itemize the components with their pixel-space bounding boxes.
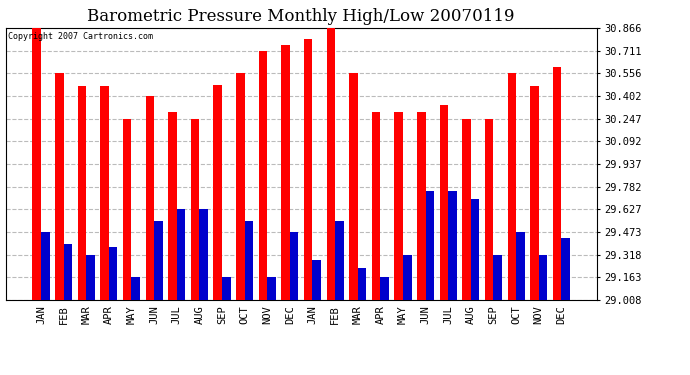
Bar	[55, 74, 63, 300]
Bar	[539, 255, 547, 300]
Bar	[267, 278, 276, 300]
Bar	[146, 96, 154, 300]
Bar	[78, 86, 86, 300]
Bar	[516, 232, 524, 300]
Bar	[471, 200, 480, 300]
Bar	[562, 238, 570, 300]
Bar	[32, 28, 41, 300]
Bar	[213, 85, 222, 300]
Bar	[485, 119, 493, 300]
Bar	[493, 255, 502, 300]
Text: Copyright 2007 Cartronics.com: Copyright 2007 Cartronics.com	[8, 32, 153, 41]
Bar	[199, 209, 208, 300]
Bar	[86, 255, 95, 300]
Bar	[132, 278, 140, 300]
Bar	[426, 191, 434, 300]
Bar	[553, 67, 562, 300]
Bar	[123, 119, 132, 300]
Bar	[282, 45, 290, 300]
Bar	[236, 74, 245, 300]
Bar	[530, 86, 539, 300]
Bar	[462, 119, 471, 300]
Bar	[190, 119, 199, 300]
Bar	[109, 247, 117, 300]
Bar	[168, 112, 177, 300]
Bar	[448, 191, 457, 300]
Bar	[403, 255, 412, 300]
Bar	[259, 51, 267, 300]
Title: Barometric Pressure Monthly High/Low 20070119: Barometric Pressure Monthly High/Low 200…	[88, 8, 515, 25]
Bar	[177, 209, 186, 300]
Bar	[380, 278, 389, 300]
Bar	[508, 74, 516, 300]
Bar	[290, 232, 299, 300]
Bar	[313, 260, 321, 300]
Bar	[222, 278, 230, 300]
Bar	[245, 221, 253, 300]
Bar	[440, 105, 449, 300]
Bar	[63, 244, 72, 300]
Bar	[349, 74, 357, 300]
Bar	[326, 28, 335, 300]
Bar	[372, 112, 380, 300]
Bar	[395, 112, 403, 300]
Bar	[154, 221, 163, 300]
Bar	[357, 267, 366, 300]
Bar	[41, 232, 50, 300]
Bar	[304, 39, 313, 300]
Bar	[335, 221, 344, 300]
Bar	[100, 86, 109, 300]
Bar	[417, 112, 426, 300]
